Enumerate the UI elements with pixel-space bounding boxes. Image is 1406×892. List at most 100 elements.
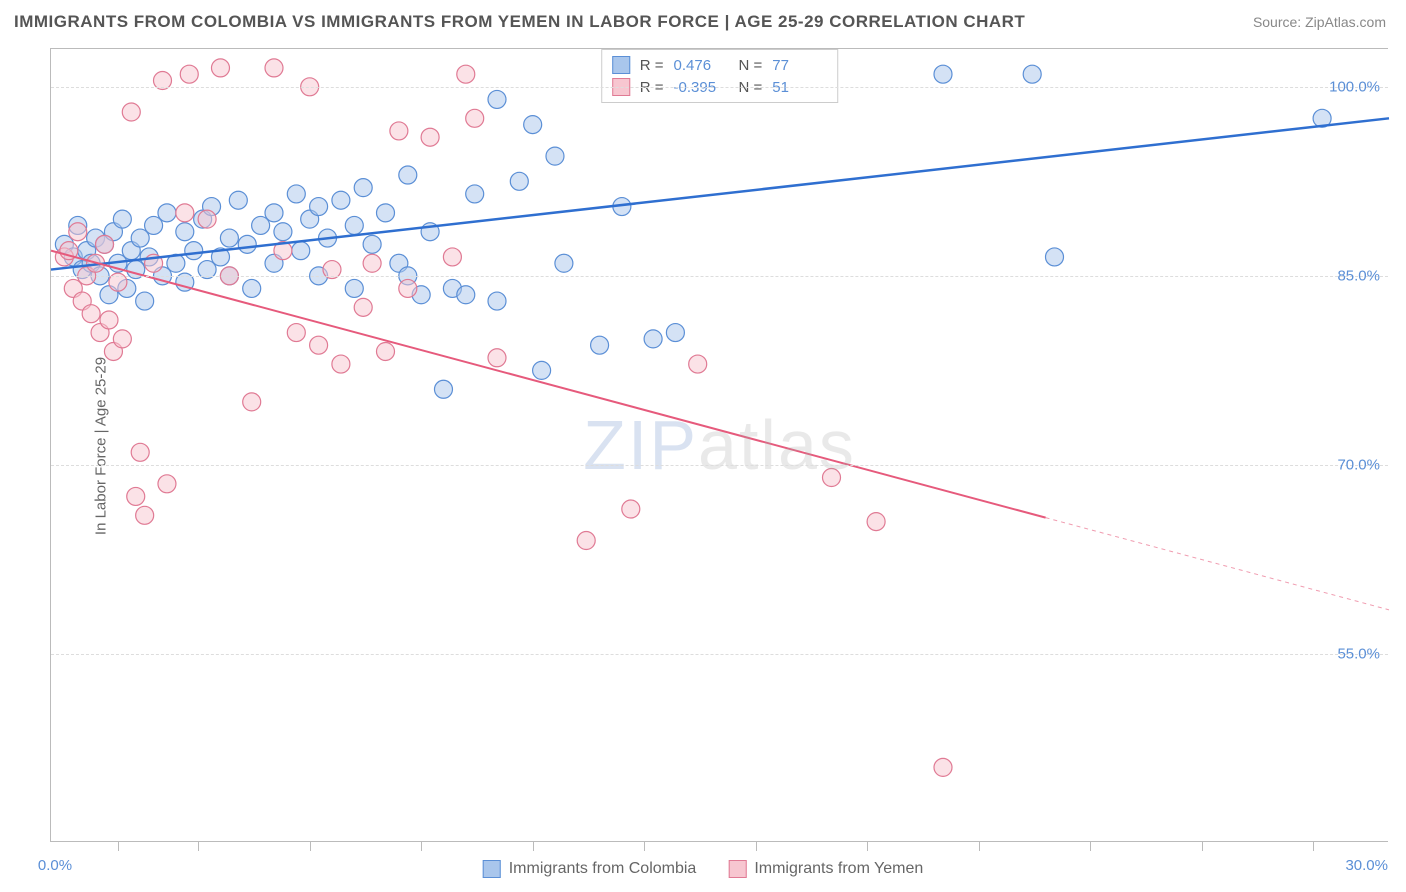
data-point [377, 204, 395, 222]
data-point [488, 349, 506, 367]
legend-label: Immigrants from Yemen [754, 860, 923, 878]
data-point [457, 286, 475, 304]
x-tick-mark [1090, 841, 1091, 851]
data-point [689, 355, 707, 373]
data-point [69, 223, 87, 241]
data-point [198, 210, 216, 228]
x-tick-mark [867, 841, 868, 851]
data-point [577, 532, 595, 550]
x-tick-mark [533, 841, 534, 851]
source-label: Source: ZipAtlas.com [1253, 14, 1386, 30]
y-tick-label: 55.0% [1337, 645, 1380, 662]
data-point [823, 469, 841, 487]
gridline [51, 654, 1388, 655]
data-point [1023, 65, 1041, 83]
data-point [354, 179, 372, 197]
legend-r-value: 0.476 [674, 57, 729, 74]
data-point [220, 229, 238, 247]
data-point [867, 513, 885, 531]
legend-n-label: N = [739, 57, 763, 74]
data-point [457, 65, 475, 83]
x-tick-mark [644, 841, 645, 851]
gridline [51, 465, 1388, 466]
gridline [51, 276, 1388, 277]
data-point [96, 235, 114, 253]
data-point [122, 103, 140, 121]
x-axis-min-label: 0.0% [38, 857, 72, 874]
chart-svg [51, 49, 1388, 841]
y-tick-label: 85.0% [1337, 267, 1380, 284]
data-point [666, 324, 684, 342]
data-point [488, 90, 506, 108]
legend-row: R =0.476N =77 [612, 54, 828, 76]
x-axis-max-label: 30.0% [1345, 857, 1388, 874]
data-point [211, 59, 229, 77]
y-tick-label: 100.0% [1329, 78, 1380, 95]
data-point [229, 191, 247, 209]
legend-swatch [483, 860, 501, 878]
data-point [176, 204, 194, 222]
data-point [176, 223, 194, 241]
data-point [274, 223, 292, 241]
data-point [622, 500, 640, 518]
data-point [238, 235, 256, 253]
data-point [434, 380, 452, 398]
data-point [363, 254, 381, 272]
data-point [287, 185, 305, 203]
legend-n-value: 77 [772, 57, 827, 74]
data-point [363, 235, 381, 253]
x-tick-mark [1202, 841, 1203, 851]
x-tick-mark [310, 841, 311, 851]
data-point [533, 361, 551, 379]
chart-title: IMMIGRANTS FROM COLOMBIA VS IMMIGRANTS F… [14, 12, 1025, 32]
data-point [265, 204, 283, 222]
data-point [136, 506, 154, 524]
data-point [243, 279, 261, 297]
x-tick-mark [1313, 841, 1314, 851]
data-point [310, 198, 328, 216]
data-point [82, 305, 100, 323]
data-point [136, 292, 154, 310]
data-point [390, 122, 408, 140]
data-point [644, 330, 662, 348]
data-point [345, 216, 363, 234]
data-point [377, 342, 395, 360]
x-tick-mark [756, 841, 757, 851]
series-legend: Immigrants from Colombia Immigrants from … [483, 860, 924, 878]
data-point [466, 109, 484, 127]
correlation-legend: R =0.476N =77R =-0.395N =51 [601, 49, 839, 103]
data-point [399, 279, 417, 297]
data-point [131, 443, 149, 461]
legend-swatch [728, 860, 746, 878]
data-point [287, 324, 305, 342]
data-point [100, 311, 118, 329]
data-point [332, 355, 350, 373]
legend-label: Immigrants from Colombia [509, 860, 697, 878]
data-point [1046, 248, 1064, 266]
data-point [158, 204, 176, 222]
data-point [113, 210, 131, 228]
gridline [51, 87, 1388, 88]
data-point [488, 292, 506, 310]
data-point [546, 147, 564, 165]
data-point [510, 172, 528, 190]
y-tick-label: 70.0% [1337, 456, 1380, 473]
data-point [265, 59, 283, 77]
data-point [243, 393, 261, 411]
data-point [524, 116, 542, 134]
data-point [934, 758, 952, 776]
data-point [127, 487, 145, 505]
data-point [345, 279, 363, 297]
data-point [555, 254, 573, 272]
data-point [332, 191, 350, 209]
data-point [443, 248, 461, 266]
data-point [310, 336, 328, 354]
data-point [354, 298, 372, 316]
legend-item: Immigrants from Colombia [483, 860, 697, 878]
data-point [399, 166, 417, 184]
data-point [421, 128, 439, 146]
legend-swatch [612, 56, 630, 74]
plot-area: ZIPatlas R =0.476N =77R =-0.395N =51 55.… [50, 48, 1388, 842]
x-tick-mark [979, 841, 980, 851]
data-point [158, 475, 176, 493]
